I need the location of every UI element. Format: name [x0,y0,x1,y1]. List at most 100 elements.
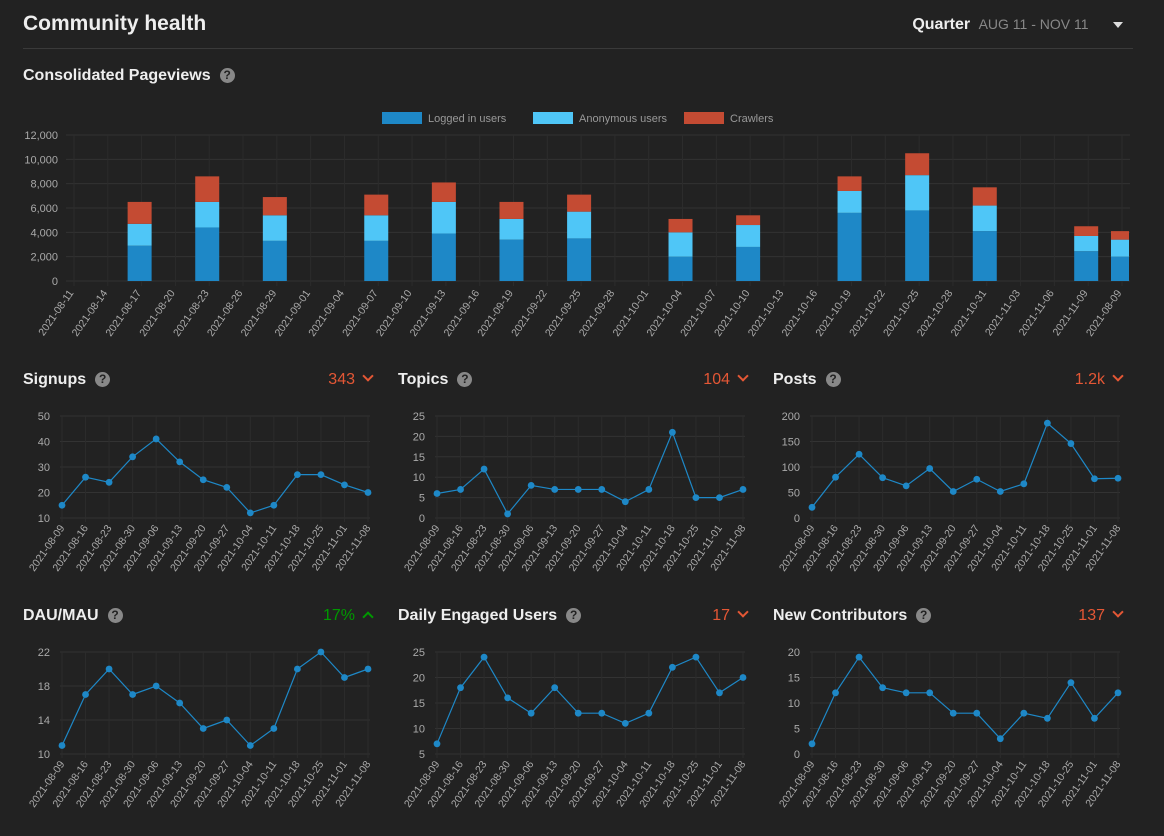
data-point [293,471,301,479]
bar [1074,235,1099,252]
chevron-down-icon [1112,370,1124,382]
y-tick-label: 4,000 [30,227,58,239]
period-label: Quarter [912,16,971,33]
signups-trend[interactable]: 343 [328,370,374,389]
bar [567,194,592,212]
daumau-title: DAU/MAU [23,607,99,624]
engaged-chart: 5101520252021-08-092021-08-162021-08-232… [402,647,749,810]
bar [364,240,389,281]
data-point [1020,709,1028,717]
data-point [902,689,910,697]
period-range: AUG 11 - NOV 11 [978,16,1089,32]
data-point [574,709,582,717]
data-point [317,471,325,479]
bar [364,194,389,216]
data-point [808,503,816,511]
data-point [105,665,113,673]
data-point [527,709,535,717]
data-point [480,465,488,473]
data-point [645,709,653,717]
data-point [1091,714,1098,722]
y-tick-label: 20 [788,647,800,659]
data-point [457,486,464,493]
bar [1074,251,1099,281]
topics-title: Topics [398,371,449,388]
data-point [1020,480,1028,488]
y-tick-label: 10 [38,513,50,525]
data-point [82,691,89,698]
daumau-trend[interactable]: 17% [323,607,374,625]
y-tick-label: 40 [38,437,50,449]
bar [1111,231,1129,240]
data-point [668,663,676,671]
bar [499,239,524,281]
data-point [1043,714,1051,722]
data-point [270,501,278,509]
chevron-up-icon [362,611,374,623]
bar [567,238,592,281]
y-tick-label: 25 [413,647,425,659]
bar [499,201,524,219]
data-point [223,716,231,724]
bar [837,176,862,191]
y-tick-label: 15 [413,698,425,710]
help-icon[interactable]: ? [457,372,473,387]
data-point [246,742,254,749]
data-point [739,674,747,681]
data-point [341,481,348,489]
series-line [61,651,369,747]
bar [1111,239,1129,257]
help-icon[interactable]: ? [825,372,841,387]
signups-title-row: Signups? [23,371,111,389]
data-point [1091,475,1098,483]
signups-chart: 10203040502021-08-092021-08-162021-08-23… [27,411,374,574]
help-icon[interactable]: ? [95,372,111,387]
series-line [811,656,1119,745]
bar [431,182,456,202]
topics-trend-value: 104 [703,371,730,388]
help-icon[interactable]: ? [566,608,582,623]
signups-title: Signups [23,371,87,388]
bar [127,201,152,224]
caret-down-icon[interactable] [1113,21,1123,28]
bar [668,218,693,233]
signups-trend-value: 343 [328,371,355,388]
engaged-title: Daily Engaged Users [398,607,558,624]
bar [195,227,220,281]
contributors-trend-value: 137 [1078,607,1105,624]
help-icon[interactable]: ? [107,608,123,623]
engaged-title-row: Daily Engaged Users? [398,607,582,625]
data-point [574,486,582,493]
y-tick-label: 50 [38,411,50,423]
data-point [364,665,372,673]
contributors-trend[interactable]: 137 [1078,606,1124,625]
legend-swatch [382,112,422,124]
engaged-trend-value: 17 [712,607,730,624]
data-point [645,486,653,493]
data-point [879,474,887,482]
posts-trend[interactable]: 1.2k [1075,370,1124,389]
data-point [855,653,863,661]
topics-trend[interactable]: 104 [703,370,749,389]
bar [972,231,997,281]
period-selector[interactable]: Quarter AUG 11 - NOV 11 [912,16,1123,34]
data-point [692,653,700,661]
data-point [1067,440,1075,447]
help-icon[interactable]: ? [916,608,932,623]
y-tick-label: 30 [38,462,50,474]
bar [837,212,862,281]
y-tick-label: 5 [419,749,425,761]
legend-label: Crawlers [730,113,774,125]
data-point [433,490,441,497]
data-point [270,725,278,732]
series-line [436,656,744,745]
y-tick-label: 0 [419,513,425,525]
bar [567,211,592,239]
help-icon[interactable]: ? [219,68,235,83]
legend-swatch [533,112,573,124]
data-point [949,709,957,717]
data-point [199,476,207,484]
data-point [1043,419,1051,427]
engaged-trend[interactable]: 17 [712,606,749,625]
data-point [58,742,66,749]
